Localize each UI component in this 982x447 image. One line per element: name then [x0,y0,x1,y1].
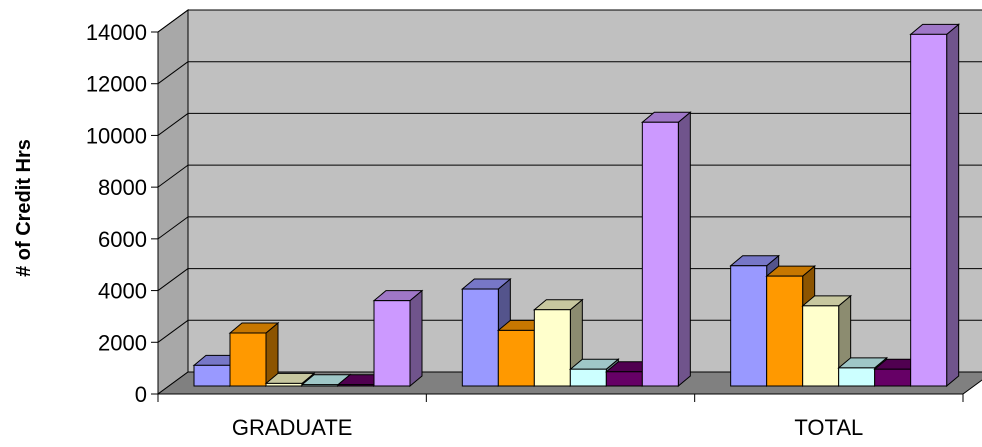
y-tick-label: 12000 [86,72,147,97]
bar-front [910,33,948,387]
category-labels: GRADUATE TOTAL [232,415,863,440]
y-tick-label: 8000 [98,175,147,200]
gridline-side [157,113,189,136]
bar-front [838,367,876,387]
bar-front [265,382,303,387]
y-tick-labels: 0 2000 4000 6000 8000 10000 12000 14000 [86,20,147,407]
bar-front [337,384,375,387]
gridline-side [157,164,189,188]
gridline-side [157,9,189,33]
bar-front [641,121,679,387]
axes [151,31,964,402]
y-tick-label: 10000 [86,123,147,148]
side-wall [157,9,189,395]
bars [192,23,961,388]
bar-front [373,300,411,387]
gridline-side [157,61,189,85]
y-tick-label: 14000 [86,20,147,45]
y-tick-label: 2000 [98,330,147,355]
bar [909,23,961,388]
y-tick-label: 0 [135,382,147,407]
bar [228,321,280,388]
chart-walls [156,9,982,395]
bar-front [301,384,339,387]
bar-front [766,275,804,387]
category-label: GRADUATE [232,415,353,440]
bar [801,294,853,388]
bar-front [569,368,607,387]
gridlines [157,9,982,343]
gridline-side [157,319,189,343]
bar-front [461,288,499,387]
bar [372,289,424,388]
bar-side [946,23,960,388]
category-label: TOTAL [794,415,863,440]
y-tick-label: 6000 [98,227,147,252]
bar-front [730,265,768,387]
bar-side [677,111,691,388]
bar-front [533,309,571,387]
bar [640,111,692,388]
back-wall [187,9,982,373]
gridline-side [157,268,189,291]
gridline-side [157,216,189,240]
bar-front [497,329,535,387]
bar-side [409,289,423,388]
bar-front [605,371,643,387]
bar-front [874,368,912,387]
bar-front [193,364,231,387]
y-axis-label: # of Credit Hrs [13,139,35,277]
y-tick-label: 4000 [98,279,147,304]
bar-front [229,332,267,387]
bar-front [802,305,840,387]
